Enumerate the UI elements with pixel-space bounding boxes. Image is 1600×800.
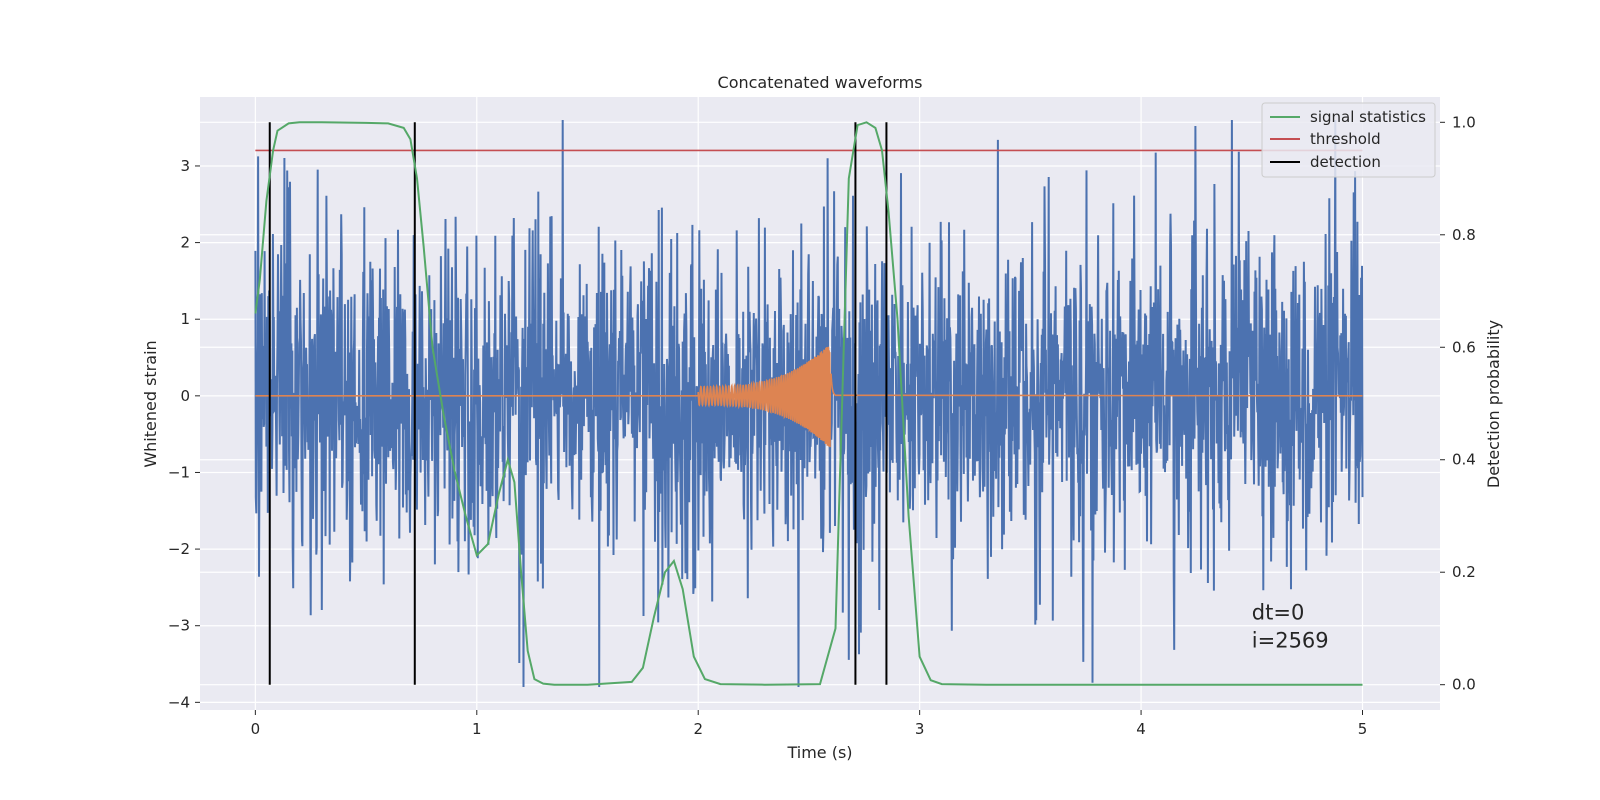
x-tick-label: 1 [472, 720, 482, 738]
y-tick-label: −4 [168, 693, 190, 711]
annotation-index: i=2569 [1252, 628, 1329, 652]
y-tick-label: 2 [180, 234, 190, 252]
annotation-dt: dt=0 [1252, 600, 1305, 624]
x-tick-label: 2 [693, 720, 703, 738]
x-tick-label: 5 [1358, 720, 1368, 738]
y-axis-right-label: Detection probability [1484, 320, 1503, 488]
y-right-tick-label: 0.8 [1452, 226, 1476, 244]
y-tick-label: −1 [168, 463, 190, 481]
y-tick-label: 0 [180, 387, 190, 405]
y-axis-right-ticks: 0.0 0.2 0.4 0.6 0.8 1.0 [1440, 113, 1476, 694]
y-axis-label: Whitened strain [141, 340, 160, 467]
legend-label-threshold: threshold [1310, 130, 1381, 148]
chart-title: Concatenated waveforms [718, 73, 923, 92]
y-right-tick-label: 0.0 [1452, 676, 1476, 694]
waveform-series [255, 346, 1363, 448]
x-tick-label: 4 [1136, 720, 1146, 738]
y-right-tick-label: 1.0 [1452, 113, 1476, 131]
legend-label-signal: signal statistics [1310, 108, 1426, 126]
y-tick-label: −2 [168, 540, 190, 558]
y-tick-label: −3 [168, 617, 190, 635]
x-axis-ticks: 0 1 2 3 4 5 [251, 710, 1368, 738]
y-right-tick-label: 0.4 [1452, 451, 1476, 469]
y-tick-label: 3 [180, 157, 190, 175]
x-tick-label: 3 [915, 720, 925, 738]
x-tick-label: 0 [251, 720, 261, 738]
y-right-tick-label: 0.6 [1452, 338, 1476, 356]
x-axis-label: Time (s) [786, 743, 852, 762]
signal-statistics-series [254, 121, 1363, 686]
legend-label-detection: detection [1310, 153, 1381, 171]
legend: signal statistics threshold detection [1261, 102, 1436, 178]
y-right-tick-label: 0.2 [1452, 563, 1476, 581]
detection-lines [268, 122, 888, 685]
y-tick-label: 1 [180, 310, 190, 328]
y-axis-ticks: −4 −3 −2 −1 0 1 2 3 [168, 157, 200, 711]
